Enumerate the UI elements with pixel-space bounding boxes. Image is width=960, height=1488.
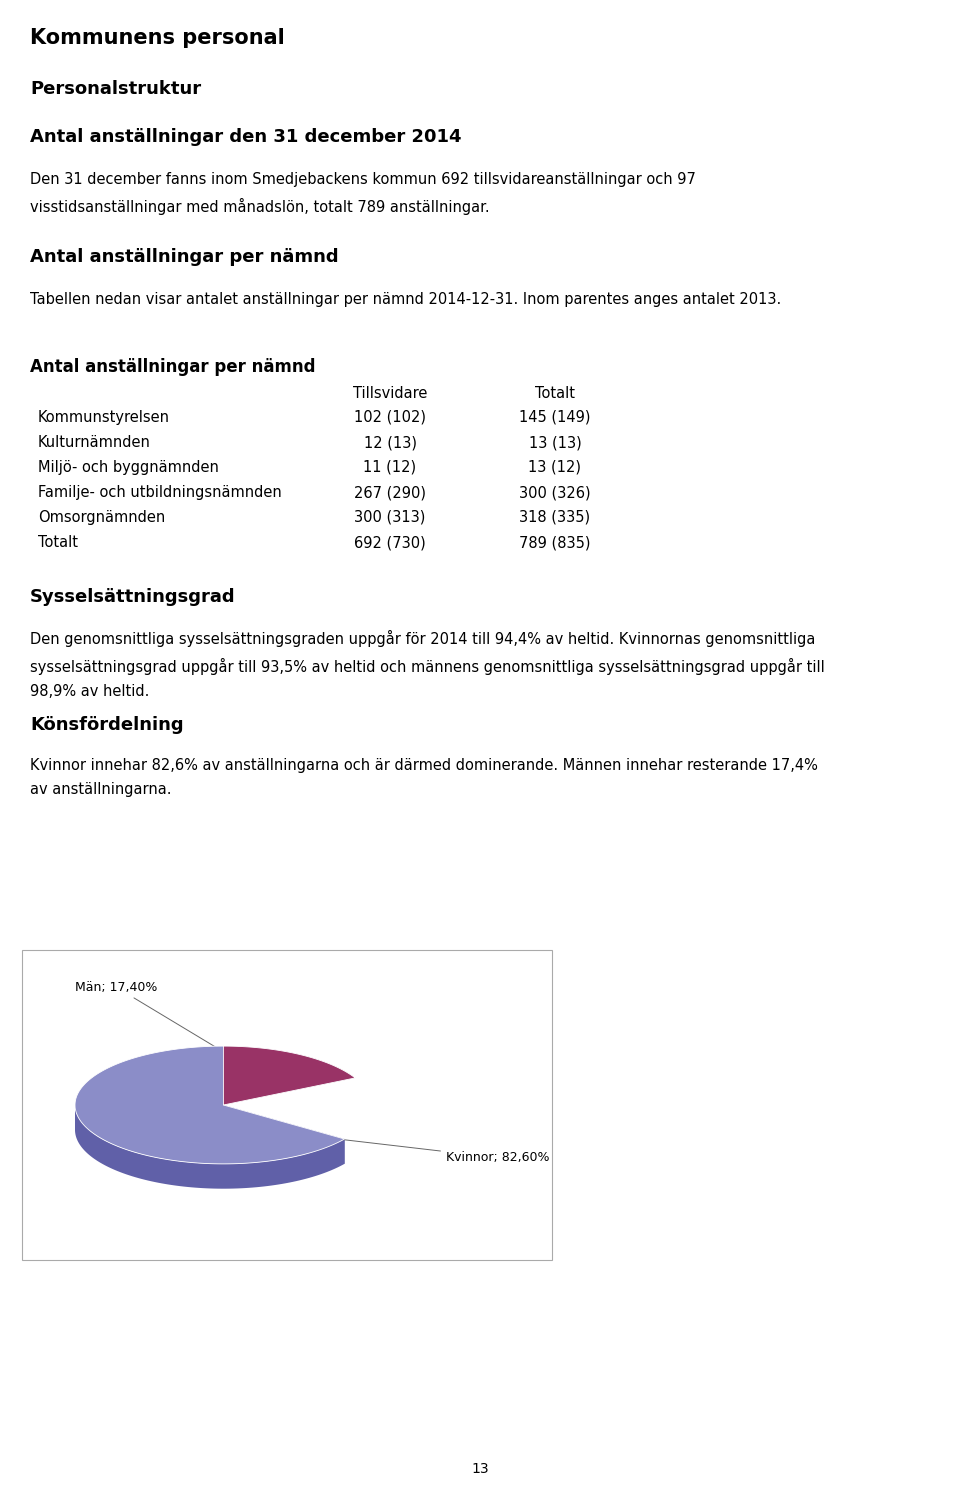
Text: Totalt: Totalt — [38, 536, 78, 551]
Text: Tabellen nedan visar antalet anställningar per nämnd 2014-12-31. Inom parentes a: Tabellen nedan visar antalet anställning… — [30, 292, 781, 307]
Text: Miljö- och byggnämnden: Miljö- och byggnämnden — [38, 460, 219, 475]
Text: Totalt: Totalt — [535, 385, 575, 400]
Text: 102 (102): 102 (102) — [354, 411, 426, 426]
Text: 12 (13): 12 (13) — [364, 434, 417, 449]
Text: Personalstruktur: Personalstruktur — [30, 80, 202, 98]
Text: 11 (12): 11 (12) — [364, 460, 417, 475]
Text: Kommunens personal: Kommunens personal — [30, 28, 285, 48]
Text: Familje- och utbildningsnämnden: Familje- och utbildningsnämnden — [38, 485, 281, 500]
Polygon shape — [75, 1106, 224, 1131]
Text: Kulturnämnden: Kulturnämnden — [38, 434, 151, 449]
Text: Könsfördelning: Könsfördelning — [30, 716, 183, 734]
Text: Kvinnor; 82,60%: Kvinnor; 82,60% — [78, 1109, 549, 1164]
Text: 267 (290): 267 (290) — [354, 485, 426, 500]
Text: Antal anställningar per nämnd: Antal anställningar per nämnd — [30, 248, 339, 266]
Polygon shape — [224, 1046, 355, 1106]
Text: Män; 17,40%: Män; 17,40% — [75, 981, 263, 1076]
Text: 13: 13 — [471, 1463, 489, 1476]
Text: 300 (313): 300 (313) — [354, 510, 425, 525]
Text: Den 31 december fanns inom Smedjebackens kommun 692 tillsvidareanställningar och: Den 31 december fanns inom Smedjebackens… — [30, 173, 696, 214]
Text: Omsorgnämnden: Omsorgnämnden — [38, 510, 165, 525]
Text: 300 (326): 300 (326) — [519, 485, 590, 500]
Text: Den genomsnittliga sysselsättningsgraden uppgår för 2014 till 94,4% av heltid. K: Den genomsnittliga sysselsättningsgraden… — [30, 629, 825, 698]
Text: 692 (730): 692 (730) — [354, 536, 426, 551]
Text: 13 (12): 13 (12) — [529, 460, 582, 475]
Text: 318 (335): 318 (335) — [519, 510, 590, 525]
Text: Sysselsättningsgrad: Sysselsättningsgrad — [30, 588, 235, 606]
Text: Antal anställningar den 31 december 2014: Antal anställningar den 31 december 2014 — [30, 128, 462, 146]
Bar — [22, 949, 552, 1260]
Text: Kvinnor innehar 82,6% av anställningarna och är därmed dominerande. Männen inneh: Kvinnor innehar 82,6% av anställningarna… — [30, 757, 818, 798]
Text: 145 (149): 145 (149) — [519, 411, 590, 426]
Polygon shape — [75, 1046, 355, 1164]
Text: 13 (13): 13 (13) — [529, 434, 582, 449]
Text: Kommunstyrelsen: Kommunstyrelsen — [38, 411, 170, 426]
Polygon shape — [75, 1106, 345, 1189]
Text: 789 (835): 789 (835) — [519, 536, 590, 551]
Polygon shape — [224, 1106, 345, 1164]
Text: Antal anställningar per nämnd: Antal anställningar per nämnd — [30, 359, 316, 376]
Text: Tillsvidare: Tillsvidare — [353, 385, 427, 400]
